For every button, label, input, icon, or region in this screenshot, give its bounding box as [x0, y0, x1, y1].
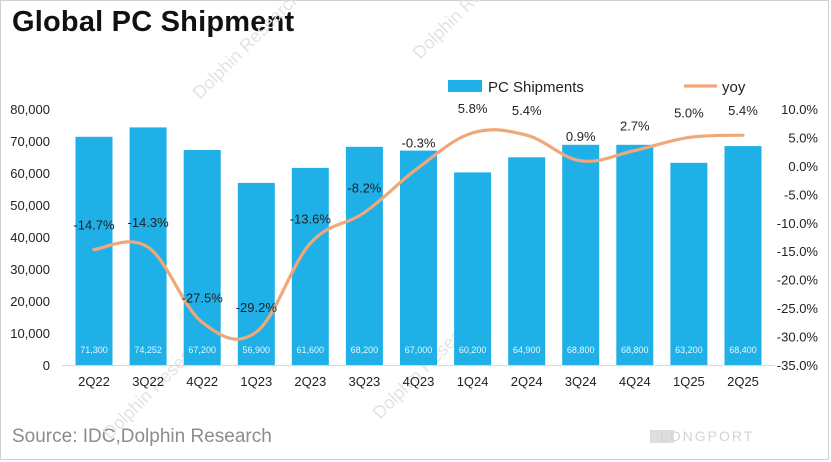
- watermark-text: Dolphin Research: [189, 0, 304, 103]
- yoy-value-label: 5.0%: [674, 105, 704, 120]
- watermark-text: Dolphin Research: [409, 0, 524, 63]
- yoy-value-label: -0.3%: [402, 136, 436, 151]
- y-right-tick-label: -35.0%: [777, 358, 819, 373]
- bar: [454, 172, 492, 365]
- yoy-value-label: -14.3%: [127, 215, 169, 230]
- y-right-tick-label: 5.0%: [788, 130, 818, 145]
- y-right-tick-label: -25.0%: [777, 301, 819, 316]
- bar-value-label: 64,900: [513, 345, 541, 355]
- yoy-value-label: 5.8%: [458, 101, 488, 116]
- bar-value-label: 63,200: [675, 345, 703, 355]
- y-left-tick-label: 20,000: [10, 294, 50, 309]
- bar-value-label: 71,300: [80, 345, 108, 355]
- yoy-value-label: 5.4%: [728, 103, 758, 118]
- x-tick-label: 3Q22: [132, 374, 164, 389]
- bar-value-label: 74,252: [134, 345, 162, 355]
- y-right-tick-label: -30.0%: [777, 330, 819, 345]
- bar-value-label: 68,400: [729, 345, 757, 355]
- bar: [508, 157, 546, 365]
- y-axis-left: 0 10,000 20,000 30,000 40,000 50,000 60,000 70,…: [10, 102, 50, 373]
- legend-label-line: yoy: [722, 79, 746, 96]
- y-left-tick-label: 70,000: [10, 134, 50, 149]
- legend-swatch-bars: [448, 80, 482, 92]
- bar-value-label: 68,800: [567, 345, 595, 355]
- x-tick-label: 2Q23: [294, 374, 326, 389]
- bar-value-label: 61,600: [297, 345, 325, 355]
- y-left-tick-label: 50,000: [10, 198, 50, 213]
- legend: PC Shipments yoy: [448, 79, 746, 96]
- yoy-value-label: 2.7%: [620, 119, 650, 134]
- y-left-tick-label: 80,000: [10, 102, 50, 117]
- brand-logo-icon: [650, 430, 674, 443]
- x-tick-label: 3Q23: [348, 374, 380, 389]
- legend-label-bars: PC Shipments: [488, 79, 584, 96]
- y-right-tick-label: -20.0%: [777, 273, 819, 288]
- chart-title: Global PC Shipment: [12, 6, 295, 38]
- x-tick-label: 1Q24: [457, 374, 489, 389]
- bar: [400, 150, 437, 365]
- y-left-tick-label: 60,000: [10, 166, 50, 181]
- y-left-tick-label: 0: [43, 358, 50, 373]
- bar-series: 71,300 74,252 67,200 56,900 61,600 68,200 67,0…: [75, 127, 762, 366]
- bar-value-label: 68,200: [351, 345, 379, 355]
- yoy-value-label: 5.4%: [512, 103, 542, 118]
- yoy-value-label: -13.6%: [290, 211, 332, 226]
- y-right-tick-label: 0.0%: [788, 159, 818, 174]
- bar-value-label: 60,200: [459, 345, 487, 355]
- x-tick-label: 4Q23: [403, 374, 435, 389]
- y-left-tick-label: 40,000: [10, 230, 50, 245]
- bar-value-label: 67,200: [188, 345, 216, 355]
- y-left-tick-label: 10,000: [10, 326, 50, 341]
- bar: [291, 167, 329, 365]
- yoy-value-label: -27.5%: [182, 290, 224, 305]
- x-tick-label: 1Q23: [240, 374, 272, 389]
- bar: [183, 150, 221, 365]
- bar: [237, 182, 275, 365]
- bar-value-label: 56,900: [243, 345, 271, 355]
- y-left-tick-label: 30,000: [10, 262, 50, 277]
- bar: [562, 144, 600, 365]
- yoy-value-label: -29.2%: [236, 300, 278, 315]
- bar-value-label: 67,000: [405, 345, 433, 355]
- bar: [616, 144, 654, 365]
- y-axis-right: 10.0% 5.0% 0.0% -5.0% -10.0% -15.0% -20.0% -25.…: [777, 102, 819, 373]
- bar: [345, 146, 383, 365]
- y-right-tick-label: -5.0%: [784, 187, 818, 202]
- yoy-value-label: 0.9%: [566, 129, 596, 144]
- x-tick-label: 2Q24: [511, 374, 543, 389]
- x-tick-label: 4Q24: [619, 374, 651, 389]
- y-right-tick-label: 10.0%: [781, 102, 818, 117]
- yoy-value-label: -14.7%: [73, 218, 115, 233]
- source-note: Source: IDC,Dolphin Research: [12, 426, 272, 447]
- brand-watermark: LONGPORT: [660, 428, 755, 444]
- yoy-line-series: -14.7% -14.3% -27.5% -29.2% -13.6% -8.2% -0.3%…: [73, 101, 758, 341]
- x-tick-label: 4Q22: [186, 374, 218, 389]
- y-right-tick-label: -10.0%: [777, 216, 819, 231]
- yoy-value-label: -8.2%: [347, 181, 381, 196]
- bar-value-label: 68,800: [621, 345, 649, 355]
- y-right-tick-label: -15.0%: [777, 244, 819, 259]
- x-tick-label: 2Q25: [727, 374, 759, 389]
- x-tick-label: 1Q25: [673, 374, 705, 389]
- x-tick-label: 2Q22: [78, 374, 110, 389]
- x-tick-label: 3Q24: [565, 374, 597, 389]
- bar: [724, 146, 762, 365]
- bar: [670, 162, 708, 365]
- x-axis: 2Q22 3Q22 4Q22 1Q23 2Q23 3Q23 4Q23 1Q24 2Q24 3Q24…: [62, 365, 775, 389]
